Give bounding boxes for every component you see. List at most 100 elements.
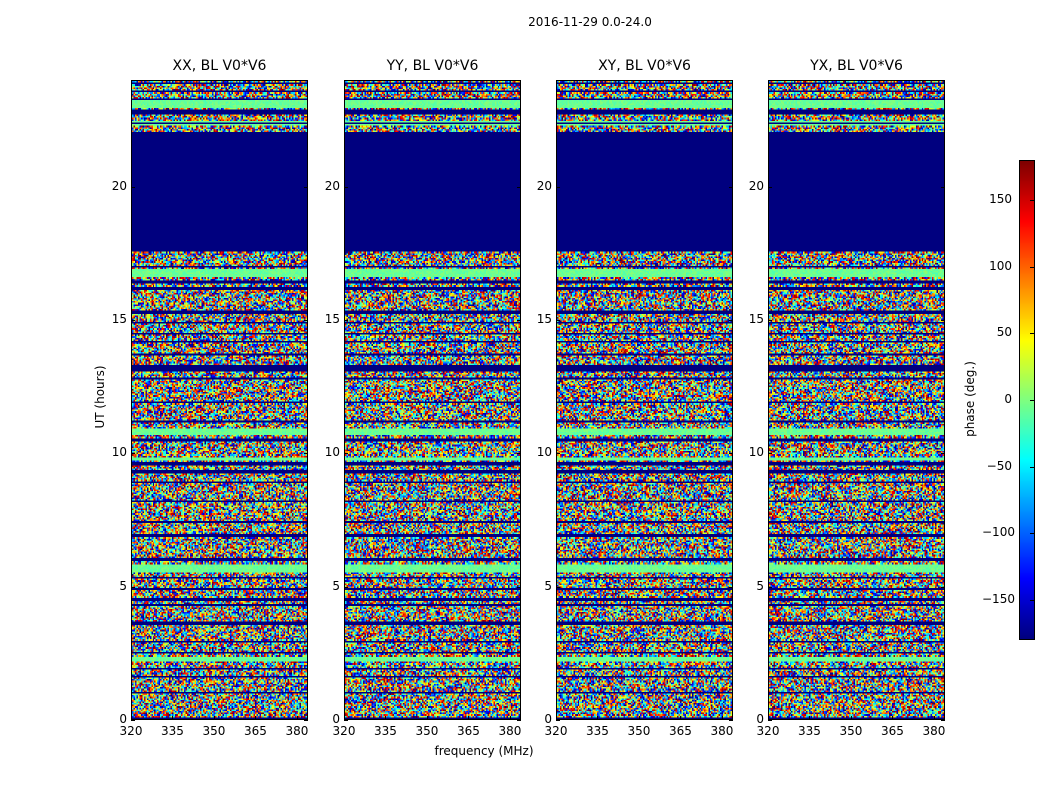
y-tick-label: 5	[332, 578, 340, 593]
panel-title: YX, BL V0*V6	[810, 58, 903, 74]
x-tick-mark	[296, 716, 298, 720]
y-tick-label: 20	[324, 178, 340, 193]
colorbar-tick-label: 50	[996, 325, 1012, 340]
y-tick-label: 20	[748, 178, 764, 193]
y-tick-mark	[131, 720, 135, 721]
panel-0: XX, BL V0*V6 0 5 10 15 20 320 335 350 365 380	[112, 58, 309, 738]
y-tick-mark	[517, 720, 521, 721]
panel-title: XX, BL V0*V6	[172, 58, 267, 74]
y-tick-mark	[941, 186, 945, 188]
x-tick-label: 335	[374, 724, 397, 738]
y-tick-label: 10	[111, 445, 127, 460]
y-tick-label: 15	[536, 312, 552, 326]
colorbar-tick-label: 150	[989, 192, 1012, 206]
y-tick-mark	[556, 586, 560, 588]
y-tick-label: 0	[332, 712, 340, 726]
x-tick-label: 320	[756, 724, 780, 738]
colorbar-label: phase (deg.)	[963, 361, 977, 437]
y-tick-mark	[517, 453, 521, 455]
x-tick-label: 335	[798, 724, 821, 738]
x-tick-label: 365	[244, 724, 267, 738]
panel-title: XY, BL V0*V6	[598, 58, 691, 74]
y-tick-label: 15	[748, 312, 764, 326]
y-tick-mark	[729, 720, 733, 721]
y-tick-mark	[768, 586, 772, 588]
x-tick-mark	[597, 716, 599, 720]
x-tick-mark	[850, 716, 852, 720]
phase-heatmap	[768, 80, 945, 720]
panel-1: YY, BL V0*V6 0 5 10 15 20 320 335 350 365 380	[325, 58, 522, 738]
y-tick-mark	[344, 186, 348, 188]
colorbar-tick-mark	[1030, 200, 1034, 201]
y-tick-label: 15	[324, 312, 340, 326]
x-tick-label: 365	[881, 724, 904, 738]
y-tick-label: 10	[748, 445, 764, 460]
y-tick-label: 15	[111, 312, 127, 326]
colorbar	[1019, 160, 1035, 640]
y-tick-label: 10	[324, 445, 340, 460]
y-tick-mark	[344, 586, 348, 588]
x-tick-mark	[680, 716, 682, 720]
x-tick-mark	[172, 716, 174, 720]
x-tick-mark	[721, 716, 723, 720]
colorbar-tick-label: −150	[982, 592, 1015, 606]
x-tick-mark	[468, 716, 470, 720]
panel-title: YY, BL V0*V6	[386, 58, 479, 74]
x-tick-mark	[344, 716, 345, 720]
y-tick-mark	[556, 453, 560, 455]
x-tick-label: 320	[544, 724, 568, 738]
x-tick-label: 320	[332, 724, 356, 738]
panel-2: XY, BL V0*V6 0 5 10 15 20 320 335 350 365 380	[537, 58, 734, 738]
y-tick-mark	[304, 720, 308, 721]
x-tick-mark	[809, 716, 811, 720]
y-tick-mark	[304, 320, 308, 321]
x-tick-mark	[385, 716, 387, 720]
colorbar-tick-mark	[1030, 600, 1034, 601]
y-tick-mark	[729, 320, 733, 321]
x-tick-mark	[131, 716, 132, 720]
colorbar-tick-label: −100	[982, 525, 1015, 540]
x-tick-label: 350	[839, 724, 863, 738]
x-tick-label: 380	[285, 724, 309, 738]
y-tick-mark	[556, 186, 560, 188]
x-tick-mark	[426, 716, 428, 720]
x-tick-mark	[213, 716, 215, 720]
y-tick-mark	[941, 720, 945, 721]
x-tick-label: 350	[415, 724, 439, 738]
y-tick-mark	[131, 320, 135, 321]
y-tick-mark	[344, 320, 348, 321]
x-tick-label: 365	[457, 724, 480, 738]
y-tick-mark	[768, 453, 772, 455]
y-tick-label: 0	[119, 712, 127, 726]
y-tick-mark	[304, 586, 308, 588]
y-tick-mark	[768, 720, 772, 721]
y-tick-mark	[517, 586, 521, 588]
y-tick-label: 5	[544, 578, 552, 593]
colorbar-tick-label: −50	[986, 458, 1012, 473]
y-tick-mark	[517, 320, 521, 321]
y-tick-mark	[729, 186, 733, 188]
y-tick-label: 0	[756, 712, 764, 726]
y-tick-mark	[304, 186, 308, 188]
y-tick-label: 20	[111, 178, 127, 193]
y-axis-label: UT (hours)	[93, 365, 107, 429]
x-tick-mark	[255, 716, 257, 720]
y-tick-label: 0	[544, 712, 552, 726]
colorbar-tick-mark	[1030, 533, 1034, 535]
x-tick-label: 335	[586, 724, 609, 738]
phase-heatmap	[556, 80, 733, 720]
x-tick-mark	[509, 716, 511, 720]
y-tick-label: 10	[536, 445, 552, 460]
colorbar-tick-label: 0	[1004, 392, 1012, 406]
y-tick-label: 5	[756, 578, 764, 593]
x-tick-label: 350	[627, 724, 651, 738]
y-tick-mark	[729, 586, 733, 588]
x-tick-label: 335	[161, 724, 184, 738]
x-tick-label: 320	[119, 724, 143, 738]
x-tick-mark	[892, 716, 894, 720]
y-tick-mark	[131, 186, 135, 188]
y-tick-label: 5	[119, 578, 127, 593]
x-tick-label: 380	[922, 724, 946, 738]
y-tick-label: 20	[536, 178, 552, 193]
